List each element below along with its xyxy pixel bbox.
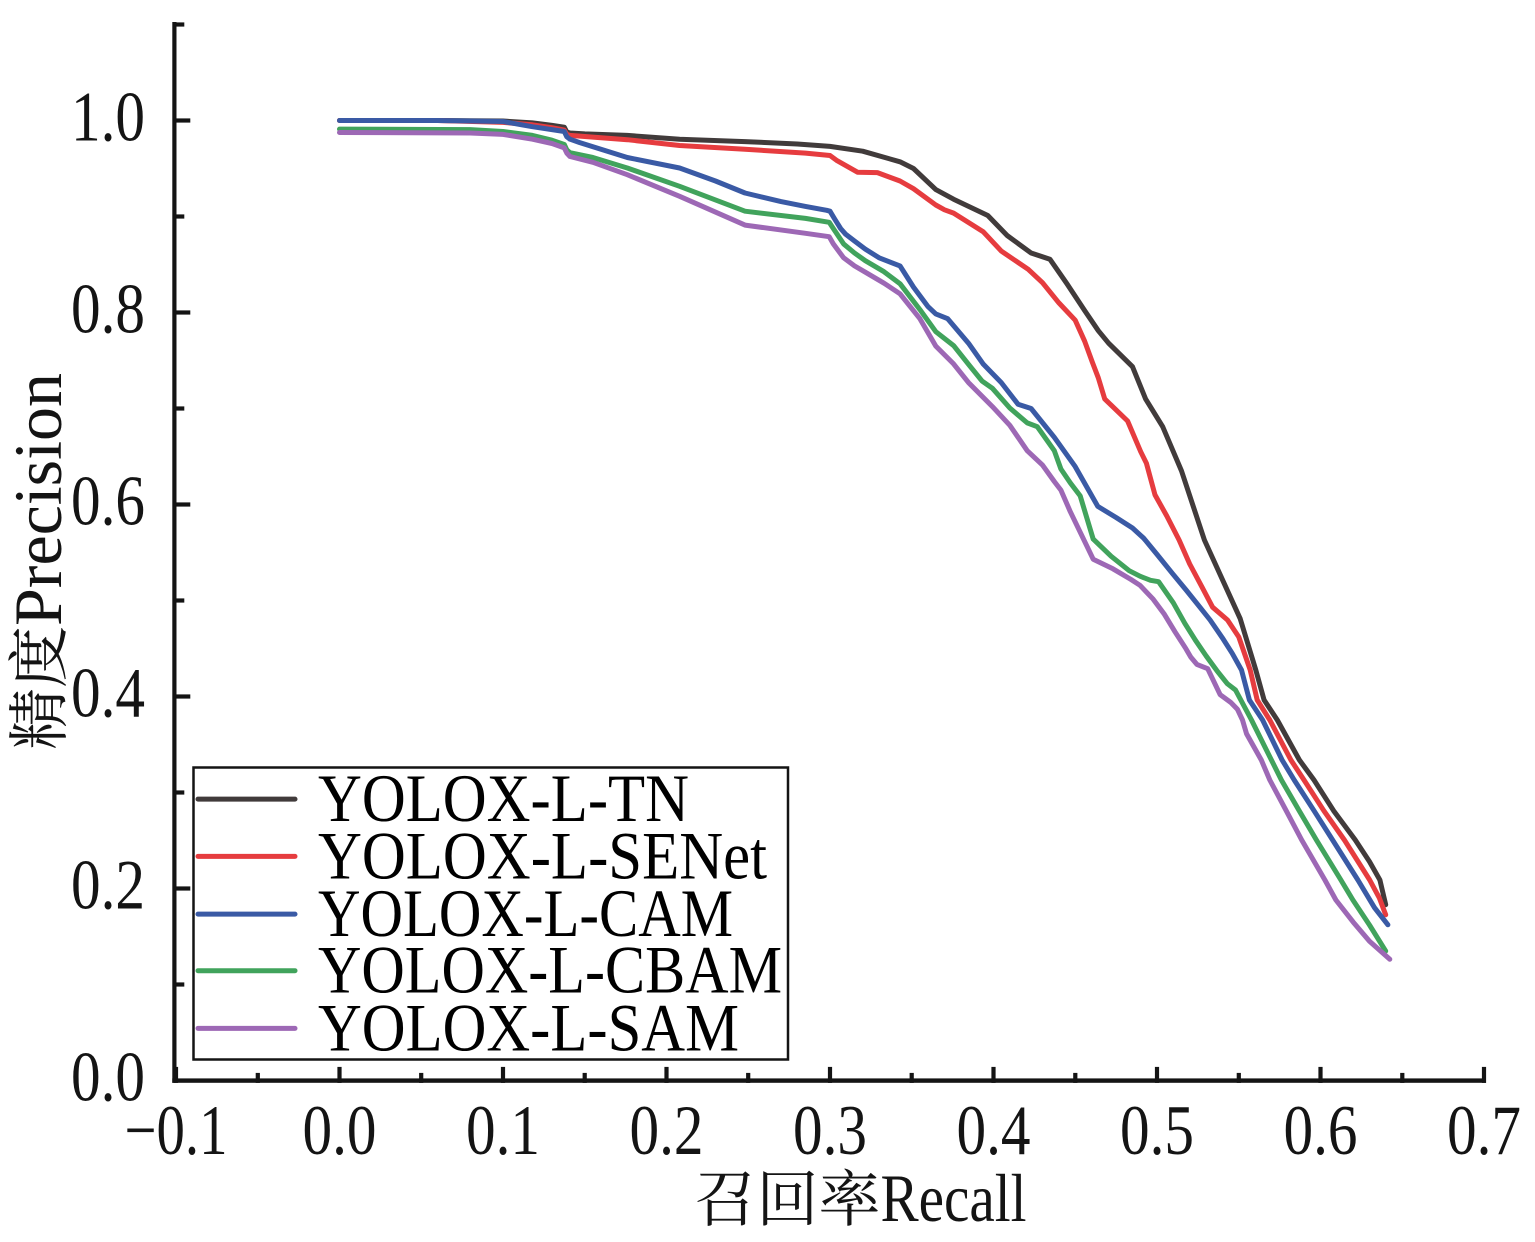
svg-text:0.0: 0.0 (71, 1039, 145, 1117)
svg-text:0.2: 0.2 (71, 847, 145, 925)
svg-text:0.7: 0.7 (1447, 1092, 1521, 1170)
svg-text:0.2: 0.2 (630, 1092, 704, 1170)
svg-text:0.0: 0.0 (303, 1092, 377, 1170)
svg-text:Recall: Recall (881, 1160, 1027, 1236)
svg-text:YOLOX-L-SAM: YOLOX-L-SAM (318, 989, 739, 1065)
svg-text:YOLOX-L-SENet: YOLOX-L-SENet (318, 817, 767, 893)
svg-text:0.1: 0.1 (466, 1092, 540, 1170)
svg-text:0.5: 0.5 (1120, 1092, 1194, 1170)
svg-text:0.3: 0.3 (793, 1092, 867, 1170)
svg-text:0.4: 0.4 (71, 655, 145, 733)
svg-text:YOLOX-L-CAM: YOLOX-L-CAM (318, 875, 733, 951)
svg-text:Precision: Precision (0, 373, 76, 626)
svg-text:0.6: 0.6 (1284, 1092, 1358, 1170)
svg-text:−0.1: −0.1 (125, 1092, 228, 1170)
svg-text:YOLOX-L-TN: YOLOX-L-TN (318, 760, 689, 836)
svg-text:YOLOX-L-CBAM: YOLOX-L-CBAM (318, 932, 782, 1008)
svg-text:0.8: 0.8 (71, 271, 145, 349)
svg-text:0.6: 0.6 (71, 463, 145, 541)
svg-text:0.4: 0.4 (957, 1092, 1031, 1170)
svg-text:1.0: 1.0 (71, 79, 145, 157)
